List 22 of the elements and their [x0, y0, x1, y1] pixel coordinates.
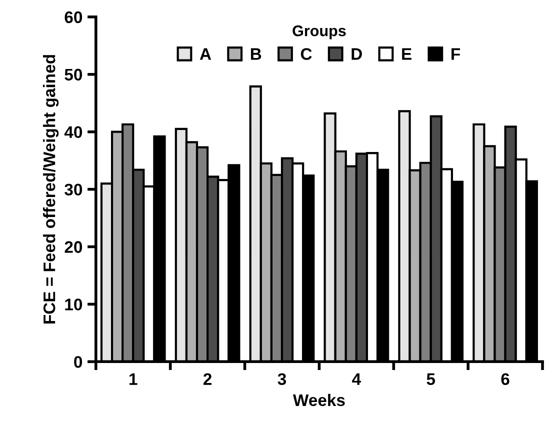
- y-tick-label: 50: [64, 68, 82, 81]
- legend-label: B: [250, 48, 262, 60]
- y-tick-label: 10: [65, 298, 82, 310]
- x-tick-label: 1: [130, 373, 138, 385]
- x-tick-label: 5: [426, 373, 436, 386]
- legend-title: Groups: [292, 25, 346, 40]
- x-tick-label: 3: [278, 373, 286, 386]
- legend-label: D: [352, 48, 362, 60]
- y-tick-label: 30: [64, 184, 82, 196]
- x-tick-label: 4: [352, 373, 361, 385]
- y-tick-label: 60: [64, 11, 82, 24]
- legend-label: F: [452, 48, 460, 60]
- x-tick-label: 6: [501, 373, 510, 386]
- legend-label: E: [402, 48, 412, 60]
- x-tick-label: 2: [204, 373, 212, 385]
- y-tick-label: 40: [64, 126, 82, 138]
- legend-label: A: [200, 48, 212, 60]
- legend-label: C: [300, 48, 312, 60]
- y-axis-title: FCE = Feed offered/Weight gained: [43, 55, 59, 324]
- x-axis-title: Weeks: [292, 394, 345, 406]
- y-tick-label: 20: [64, 241, 82, 253]
- y-tick-label: 0: [74, 356, 82, 368]
